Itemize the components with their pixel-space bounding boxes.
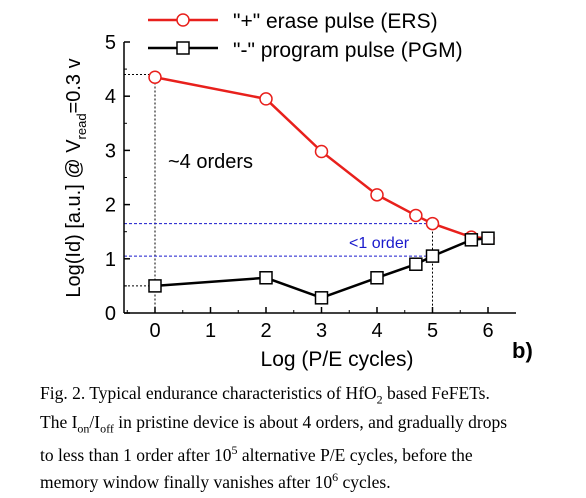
caption-text: memory window finally vanishes after 10 (40, 471, 333, 492)
pgm-point (409, 257, 423, 271)
x-tick-label: 6 (482, 320, 493, 342)
caption-line-3: to less than 1 order after 105 alternati… (40, 439, 580, 466)
annotation-4-orders: ~4 orders (168, 151, 253, 173)
x-tick-label: 5 (427, 320, 438, 342)
pgm-point (481, 231, 495, 245)
caption-text: in pristine device is about 4 orders, an… (113, 411, 508, 432)
y-tick-label: 1 (105, 249, 116, 271)
y-axis-label-main: Log(Id) [a.u.] @ V (63, 139, 85, 298)
series-line-pgm (154, 236, 489, 300)
pgm-point (370, 271, 384, 285)
caption-subscript: off (100, 421, 114, 435)
caption-text: Fig. 2. Typical endurance characteristic… (40, 383, 377, 403)
legend-label-pgm: "-" program pulse (PGM) (233, 39, 463, 62)
pgm-point (425, 249, 440, 263)
y-axis-label: Log(Id) [a.u.] @ Vread=0.3 v (63, 58, 89, 297)
caption-text: alternative P/E cycles, before the (237, 444, 473, 465)
x-axis-label: Log (P/E cycles) (261, 348, 414, 371)
pgm-point (148, 279, 162, 293)
legend-marker-pgm (176, 41, 190, 55)
y-tick-label: 3 (105, 140, 116, 162)
caption-line-4: memory window finally vanishes after 106… (40, 466, 580, 493)
annotation-1-order: <1 order (349, 235, 410, 252)
y-axis-label-tail: =0.3 v (63, 58, 85, 113)
caption-text: based FeFETs. (382, 383, 490, 403)
caption-subscript: on (77, 421, 90, 435)
x-tick-label: 4 (371, 320, 382, 342)
caption-text: to less than 1 order after 10 (40, 444, 232, 465)
y-tick-label: 5 (105, 32, 116, 54)
legend: "+" erase pulse (ERS) "-" program pulse … (148, 10, 463, 62)
caption-text: /I (89, 411, 101, 432)
pgm-point (464, 233, 479, 247)
figure-caption: Fig. 2. Typical endurance characteristic… (40, 382, 580, 493)
caption-superscript: 6 (332, 469, 339, 484)
series-markers (148, 70, 495, 305)
ers-point (370, 188, 384, 202)
caption-superscript: 5 (231, 443, 238, 457)
ers-point (425, 216, 440, 231)
y-tick-label: 2 (105, 195, 116, 217)
ers-point (314, 144, 329, 159)
ers-point (409, 208, 423, 223)
x-tick-label: 3 (316, 320, 327, 342)
panel-label: b) (512, 338, 533, 363)
x-tick-label: 0 (149, 320, 160, 342)
caption-line-2: The Ion/Ioff in pristine device is about… (40, 411, 580, 440)
endurance-chart: "+" erase pulse (ERS) "-" program pulse … (63, 10, 533, 371)
y-tick-label: 0 (105, 303, 116, 325)
legend-marker-ers (176, 13, 190, 27)
pgm-point (314, 291, 329, 305)
caption-text: The I (40, 411, 78, 432)
y-axis-label-sub: read (74, 113, 89, 139)
legend-label-ers: "+" erase pulse (ERS) (233, 10, 438, 33)
caption-text: cycles. (338, 471, 391, 492)
ers-point (259, 92, 273, 106)
series-lines (154, 76, 489, 300)
caption-subscript: 2 (376, 392, 383, 407)
x-tick-label: 1 (205, 320, 216, 342)
axis-ticks: 0 1 2 3 4 5 6 0 1 2 3 4 5 (105, 32, 494, 342)
ers-point (148, 70, 162, 84)
pgm-point (259, 271, 273, 285)
x-tick-label: 2 (260, 320, 271, 342)
caption-line-1: Fig. 2. Typical endurance characteristic… (40, 382, 580, 411)
y-tick-label: 4 (105, 86, 116, 108)
